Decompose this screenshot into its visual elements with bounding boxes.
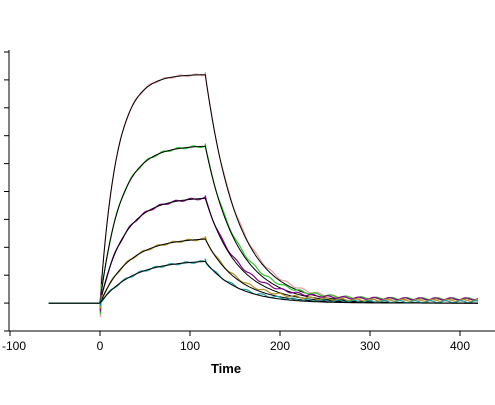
y-ticks-group — [4, 51, 9, 332]
fit-series-line — [48, 238, 478, 304]
fit-series-line — [48, 197, 478, 304]
curves-group — [48, 71, 479, 318]
x-tick-label: 100 — [180, 339, 200, 353]
fit-series-line — [48, 74, 478, 304]
x-tick-label: 200 — [270, 339, 290, 353]
measured-series-line — [48, 71, 479, 318]
fit-series-line — [48, 261, 478, 304]
x-axis-label: Time — [211, 361, 241, 376]
x-tick-label: -100 — [2, 339, 26, 353]
x-tick-label: 0 — [97, 339, 104, 353]
measured-series-line — [48, 236, 479, 309]
x-tick-label: 300 — [360, 339, 380, 353]
x-tick-label: 400 — [450, 339, 470, 353]
x-ticks-group: -100 0 100 200 300 400 — [2, 331, 470, 353]
